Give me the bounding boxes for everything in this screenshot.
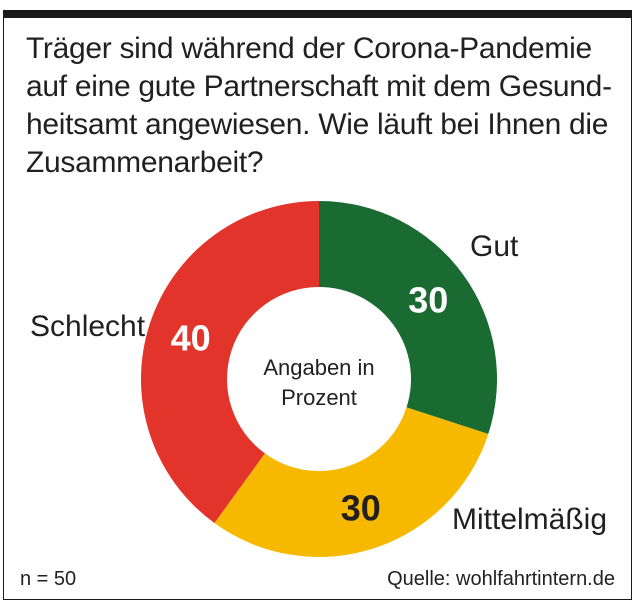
category-label-schlecht: Schlecht <box>30 310 146 343</box>
value-label-gut: 30 <box>408 280 448 321</box>
slice-gut <box>319 201 497 435</box>
category-label-gut: Gut <box>470 230 519 263</box>
source-label: Quelle: wohlfahrtintern.de <box>387 568 615 590</box>
slice-schlecht <box>141 201 319 524</box>
center-label-line: Angaben in <box>263 355 374 380</box>
slice-mittelmäßig <box>214 407 489 557</box>
category-label-mittelmäßig: Mittelmäßig <box>452 503 607 536</box>
sample-size-label: n = 50 <box>20 568 77 590</box>
value-label-mittelmäßig: 30 <box>341 487 381 528</box>
center-label-line: Prozent <box>281 385 357 410</box>
chart-title: Träger sind während der Corona-Pandemie … <box>26 32 612 179</box>
chart-frame <box>3 10 632 600</box>
value-label-schlecht: 40 <box>171 317 211 358</box>
